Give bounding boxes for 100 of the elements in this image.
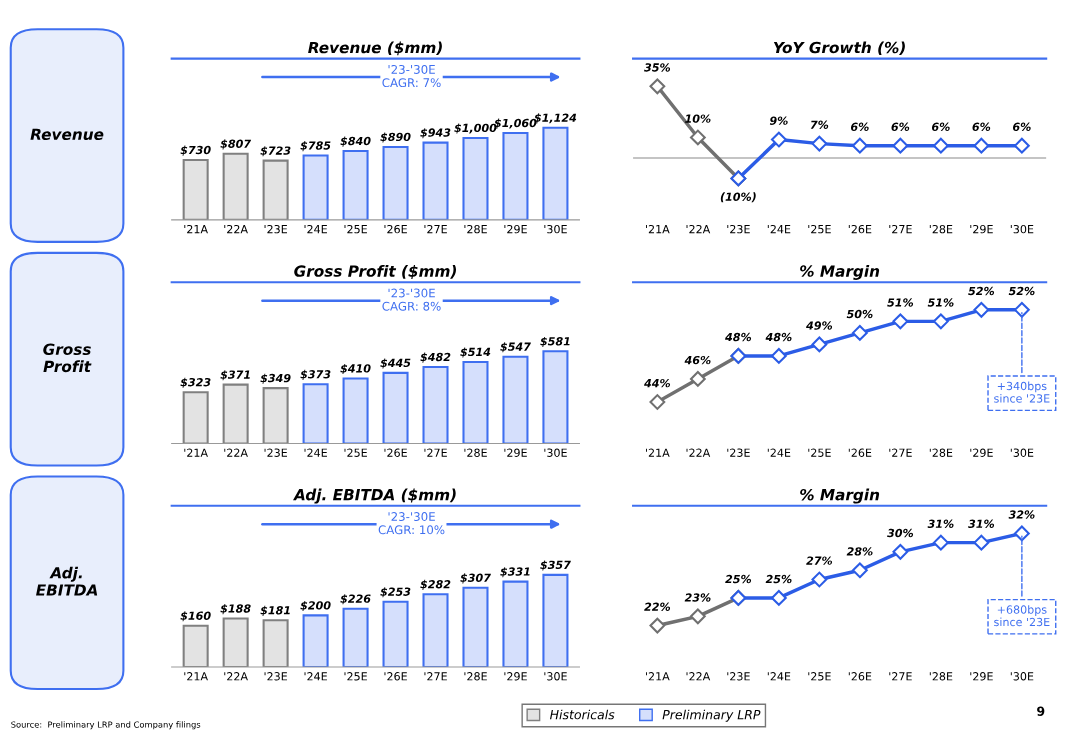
x-tick-label: '28E [464, 448, 487, 457]
data-label: $349 [260, 373, 291, 384]
chart-title: Adj. EBITDA ($mm) [293, 488, 456, 504]
x-tick-label: '26E [384, 448, 407, 457]
data-label: $323 [180, 377, 211, 388]
x-tick-label: '30E [544, 448, 567, 457]
data-label: 35% [644, 63, 671, 72]
x-tick-label: '29E [970, 672, 993, 681]
x-tick-label: '25E [808, 672, 831, 681]
data-label: 7% [810, 120, 829, 129]
data-label: $160 [180, 611, 211, 622]
x-tick-label: '30E [1010, 224, 1034, 234]
chart-title: Revenue ($mm) [308, 41, 442, 56]
data-label: 52% [1008, 286, 1035, 296]
x-tick-label: '23E [727, 448, 750, 457]
data-label: $371 [220, 370, 250, 381]
data-label: 23% [684, 593, 711, 602]
data-label: $807 [220, 139, 252, 150]
data-label: 49% [806, 321, 833, 330]
x-tick-label: '26E [384, 672, 407, 681]
data-label: $723 [260, 146, 291, 157]
chart-title: YoY Growth (%) [773, 41, 905, 56]
data-label: 25% [765, 574, 792, 584]
x-tick-label: '27E [424, 672, 447, 681]
text: '23-'30E CAGR: 7% [382, 64, 441, 88]
x-tick-label: '22A [686, 448, 711, 457]
x-tick-label: '24E [304, 224, 327, 234]
x-tick-label: '27E [889, 672, 912, 681]
data-label: 6% [891, 122, 910, 132]
x-tick-label: '29E [970, 448, 993, 457]
data-label: $253 [380, 587, 411, 598]
x-tick-label: '21A [646, 672, 670, 681]
source-note: Source: Preliminary LRP and Company filings [11, 721, 201, 730]
data-label: 6% [1013, 122, 1031, 132]
x-tick-label: '27E [889, 448, 912, 457]
x-tick-label: '21A [646, 448, 670, 457]
x-tick-label: '24E [304, 672, 327, 681]
annotation: +680bps since '23E [994, 605, 1050, 627]
data-label: 48% [765, 332, 792, 342]
chart-title: % Margin [800, 265, 880, 280]
x-tick-label: '22A [686, 672, 711, 681]
x-tick-label: '23E [264, 224, 288, 234]
x-tick-label: '21A [184, 448, 208, 457]
x-tick-label: '22A [686, 224, 711, 234]
data-label: 10% [685, 114, 711, 123]
data-label: 52% [968, 286, 995, 296]
data-label: 46% [684, 355, 711, 365]
data-label: $373 [300, 369, 331, 380]
data-label: $200 [300, 600, 331, 612]
chart-title: % Margin [800, 488, 880, 504]
data-label: $226 [340, 594, 371, 605]
data-label: 25% [725, 574, 752, 584]
x-tick-label: '28E [929, 448, 953, 457]
data-label: $307 [460, 573, 491, 584]
x-tick-label: '28E [464, 224, 487, 234]
x-tick-label: '28E [929, 224, 953, 234]
x-tick-label: '25E [344, 448, 367, 457]
data-label: $445 [380, 358, 411, 369]
x-tick-label: '24E [767, 672, 791, 681]
x-tick-label: '22A [224, 448, 248, 457]
x-tick-label: '24E [767, 224, 791, 234]
x-tick-label: '28E [464, 672, 487, 681]
data-label: 31% [927, 519, 954, 528]
data-label: $581 [540, 336, 570, 347]
y-axis-title: Gross Profit [43, 343, 92, 373]
data-label: $188 [220, 604, 251, 615]
x-tick-label: '29E [504, 224, 527, 234]
data-label: 51% [927, 298, 954, 307]
data-label: $331 [500, 567, 530, 578]
text: 9 [1037, 706, 1045, 716]
x-tick-label: '27E [889, 224, 912, 234]
x-tick-label: '27E [424, 224, 447, 234]
text: '23-'30E CAGR: 8% [382, 288, 441, 311]
x-tick-label: '26E [384, 224, 407, 234]
x-tick-label: '26E [848, 224, 872, 234]
x-tick-label: '28E [929, 672, 953, 681]
x-tick-label: '30E [544, 224, 567, 234]
data-label: 32% [1008, 510, 1035, 519]
x-tick-label: '25E [808, 448, 831, 457]
x-tick-label: '24E [304, 448, 327, 457]
x-tick-label: '29E [970, 224, 993, 234]
data-label: $410 [340, 364, 371, 375]
x-tick-label: '29E [504, 672, 527, 681]
data-label: (10%) [720, 192, 756, 203]
x-tick-label: '26E [848, 448, 872, 457]
x-tick-label: '30E [544, 672, 567, 681]
y-axis-title: Adj. EBITDA [36, 566, 98, 596]
annotation: +340bps since '23E [994, 381, 1050, 403]
x-tick-label: '30E [1010, 448, 1034, 457]
x-tick-label: '23E [264, 448, 288, 457]
data-label: 6% [972, 122, 991, 132]
x-tick-label: '22A [224, 224, 248, 234]
x-tick-label: '25E [808, 224, 831, 234]
chart-title: Gross Profit ($mm) [294, 265, 457, 279]
data-label: 6% [850, 122, 869, 132]
data-label: $357 [540, 560, 571, 571]
x-tick-label: '24E [767, 448, 791, 457]
x-tick-label: '21A [184, 224, 208, 234]
data-label: $282 [420, 579, 451, 590]
data-label: 51% [887, 298, 914, 307]
